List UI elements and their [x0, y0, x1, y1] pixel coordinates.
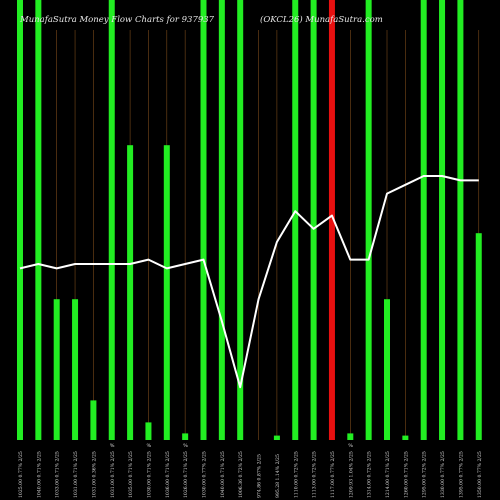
x-tick-label: 1395.00 0.77% 2/25 — [458, 451, 464, 498]
money-flow-bar — [457, 0, 464, 440]
x-tick-label: 1214.00 0.71% 2/25 — [385, 451, 391, 498]
money-flow-bar — [108, 0, 115, 440]
money-flow-bar — [182, 433, 189, 440]
money-flow-bar — [218, 0, 225, 440]
money-flow-bar — [237, 0, 244, 440]
x-tick-label: 1030.00 0.77% 2/25 — [202, 451, 208, 498]
percent-marker: % — [110, 443, 115, 449]
x-tick-label: 1036.00 0.71% 2/25 — [165, 451, 171, 498]
money-flow-bar — [475, 233, 482, 440]
x-tick-label: 1031.00 0.71% 2/25 — [110, 451, 116, 498]
x-tick-label: 1209.93 1.04% 2/25 — [348, 451, 354, 498]
x-tick-label: 1314.00 0.72% 2/25 — [367, 451, 373, 498]
money-flow-bar — [17, 0, 23, 440]
percent-markers: %%%% — [110, 443, 354, 449]
money-flow-bar — [145, 422, 152, 440]
money-flow-bar — [53, 299, 60, 440]
x-tick-label: 1113.00 0.72% 2/25 — [312, 451, 318, 498]
x-tick-label: 1031.00 0.36% 2/25 — [91, 451, 97, 498]
x-tick-label: 1033.00 0.71% 2/25 — [55, 451, 61, 498]
x-tick-label: 1031.00 0.71% 2/25 — [73, 451, 79, 498]
money-flow-bar — [402, 435, 409, 440]
x-tick-labels: 1025.00 0.77% 2/25 1040.00 0.71% 2/25 1033… — [18, 451, 483, 498]
percent-marker: % — [348, 443, 353, 449]
x-tick-label: 974.86 0.87% 2/25 — [257, 454, 263, 498]
money-flow-bar — [310, 0, 317, 440]
money-flow-bar — [292, 0, 299, 440]
x-tick-label: 1330.00 0.77% 2/25 — [440, 451, 446, 498]
percent-marker: % — [183, 443, 188, 449]
money-flow-bar — [328, 0, 335, 440]
money-flow-bar — [273, 435, 280, 440]
x-tick-label: 1117.00 0.77% 2/25 — [330, 451, 336, 498]
money-flow-bar — [90, 400, 97, 440]
money-flow-bar — [347, 433, 354, 440]
money-flow-bar — [72, 299, 79, 440]
x-tick-label: 1030.00 0.71% 2/25 — [146, 451, 152, 498]
money-flow-bar — [200, 0, 207, 440]
money-flow-bar — [35, 0, 42, 440]
money-flow-bar — [384, 299, 390, 440]
x-tick-label: 995.28 1.14% 2/25 — [275, 454, 281, 498]
money-flow-bar — [420, 0, 427, 440]
x-tick-label: 1295.00 0.72% 2/25 — [422, 451, 428, 498]
money-flow-bar — [163, 145, 170, 440]
x-tick-label: 1110.00 0.72% 2/25 — [293, 451, 299, 498]
money-flow-bar — [127, 145, 134, 440]
x-tick-label: 1040.00 0.71% 2/25 — [220, 451, 226, 498]
x-tick-label: 1260.00 0.71% 2/25 — [403, 451, 409, 498]
x-tick-label: 1026.00 0.71% 2/25 — [183, 451, 189, 498]
percent-marker: % — [146, 443, 151, 449]
x-tick-label: 1035.00 0.71% 2/25 — [128, 451, 134, 498]
x-tick-label: 1040.00 0.71% 2/25 — [36, 451, 42, 498]
money-flow-bar — [439, 0, 446, 440]
x-tick-label: 1006.36 0.72% 2/25 — [238, 451, 244, 498]
money-flow-bar — [365, 0, 372, 440]
chart-title-right: (OKCL26) MunafaSutra.com — [260, 14, 383, 25]
bars — [17, 0, 482, 440]
x-tick-label: 1025.00 0.77% 2/25 — [18, 451, 24, 498]
chart-title-left: MunafaSutra Money Flow Charts for 937937 — [19, 15, 215, 25]
money-flow-line — [19, 175, 479, 389]
x-tick-label: 1350.00 0.77% 2/25 — [477, 451, 483, 498]
